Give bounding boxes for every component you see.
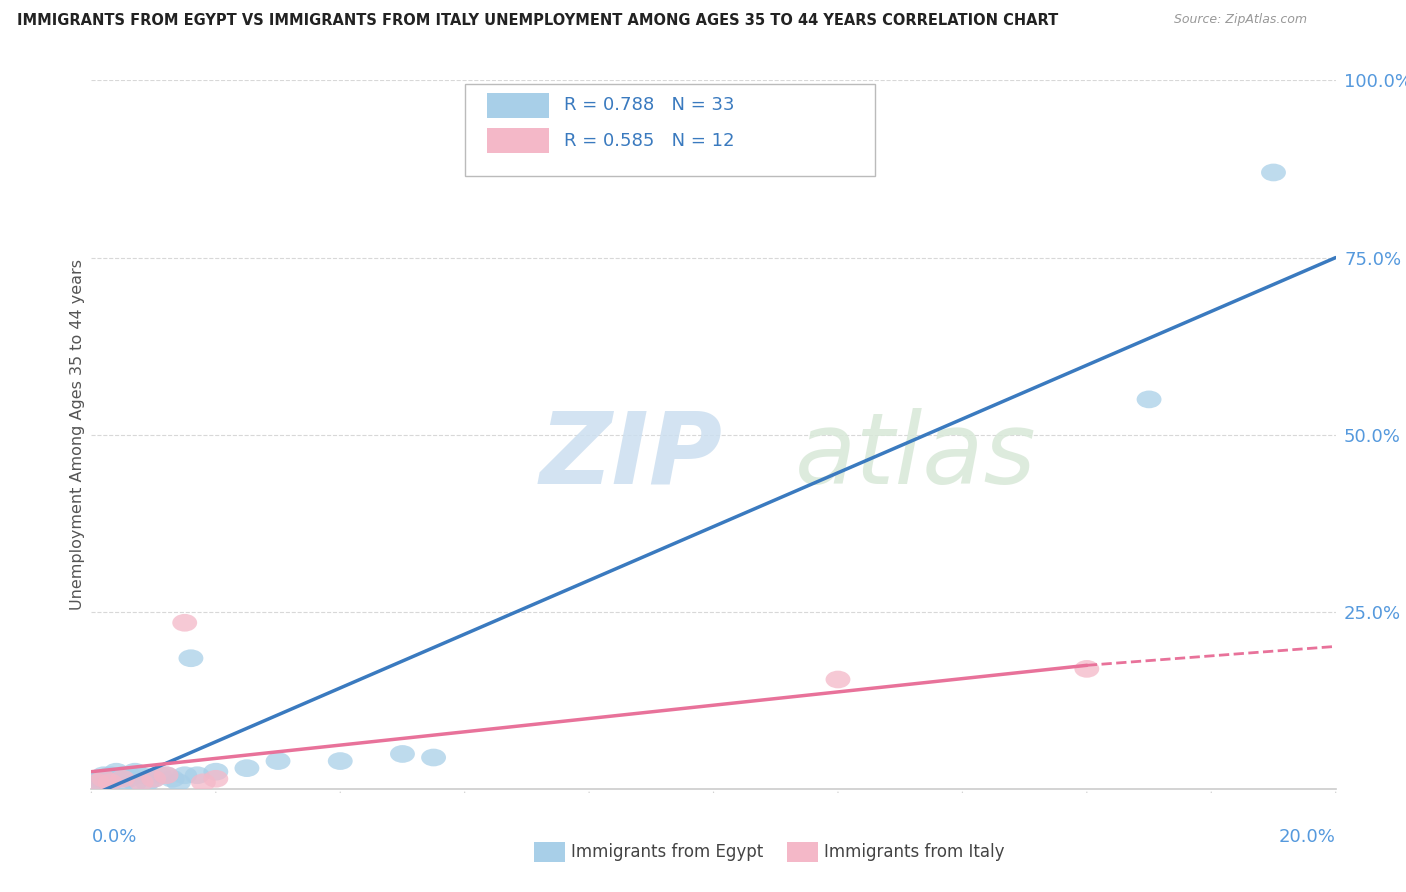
Ellipse shape [135,773,160,791]
Ellipse shape [166,773,191,791]
Ellipse shape [148,766,173,784]
Ellipse shape [122,773,148,791]
Ellipse shape [110,773,135,791]
Ellipse shape [1074,660,1099,678]
Text: IMMIGRANTS FROM EGYPT VS IMMIGRANTS FROM ITALY UNEMPLOYMENT AMONG AGES 35 TO 44 : IMMIGRANTS FROM EGYPT VS IMMIGRANTS FROM… [17,13,1059,29]
Y-axis label: Unemployment Among Ages 35 to 44 years: Unemployment Among Ages 35 to 44 years [70,260,84,610]
Ellipse shape [160,770,184,788]
Text: Immigrants from Italy: Immigrants from Italy [824,843,1004,861]
Ellipse shape [422,748,446,766]
Ellipse shape [141,770,166,788]
Text: 0.0%: 0.0% [91,829,136,847]
Text: R = 0.585   N = 12: R = 0.585 N = 12 [564,131,735,150]
Ellipse shape [110,766,135,784]
Ellipse shape [89,773,112,791]
Text: 20.0%: 20.0% [1279,829,1336,847]
Text: R = 0.788   N = 33: R = 0.788 N = 33 [564,96,735,114]
Ellipse shape [97,773,122,791]
Ellipse shape [91,770,117,788]
Ellipse shape [117,770,141,788]
Ellipse shape [82,773,107,791]
Bar [486,93,550,118]
Ellipse shape [173,614,197,632]
Ellipse shape [153,766,179,784]
Ellipse shape [191,773,217,791]
Ellipse shape [1136,391,1161,409]
Ellipse shape [97,766,122,784]
Ellipse shape [173,766,197,784]
Ellipse shape [328,752,353,770]
Ellipse shape [129,766,153,784]
Ellipse shape [129,773,153,791]
Ellipse shape [117,766,141,784]
Ellipse shape [204,770,228,788]
Ellipse shape [104,770,129,788]
Ellipse shape [389,745,415,763]
Ellipse shape [825,671,851,689]
Ellipse shape [266,752,291,770]
Ellipse shape [91,770,117,788]
Ellipse shape [184,766,209,784]
Ellipse shape [104,763,129,780]
Ellipse shape [110,770,135,788]
Ellipse shape [235,759,259,777]
Ellipse shape [86,770,110,788]
Ellipse shape [1261,163,1286,181]
Ellipse shape [179,649,204,667]
Text: atlas: atlas [794,408,1036,505]
FancyBboxPatch shape [464,84,876,176]
Ellipse shape [141,770,166,788]
Ellipse shape [97,773,122,791]
Text: Immigrants from Egypt: Immigrants from Egypt [571,843,763,861]
Text: Source: ZipAtlas.com: Source: ZipAtlas.com [1174,13,1308,27]
Text: ZIP: ZIP [540,408,723,505]
Ellipse shape [86,773,110,791]
Ellipse shape [153,766,179,784]
Ellipse shape [204,763,228,780]
Bar [486,128,550,153]
Ellipse shape [122,763,148,780]
Ellipse shape [91,766,117,784]
